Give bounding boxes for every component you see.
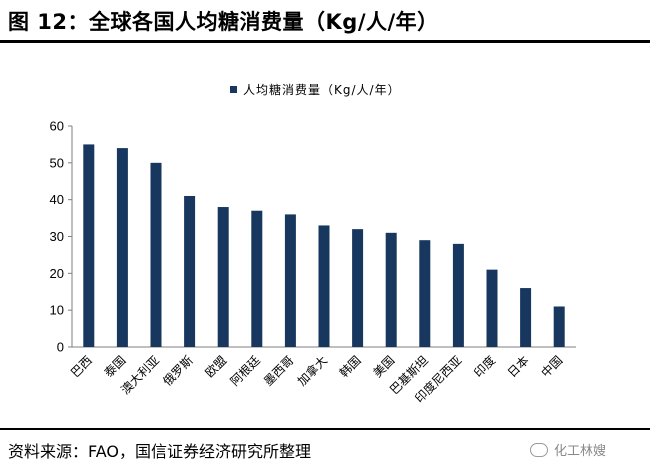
x-category-label: 印度	[471, 353, 499, 381]
legend-label: 人均糖消费量（Kg/人/年）	[243, 82, 401, 97]
x-category-label: 韩国	[336, 353, 364, 381]
y-tick-label: 30	[50, 229, 64, 244]
chart-legend: 人均糖消费量（Kg/人/年）	[230, 82, 401, 97]
bar	[318, 225, 330, 347]
bar	[217, 207, 229, 347]
x-category-label: 阿根廷	[228, 353, 263, 388]
x-category-label: 泰国	[102, 353, 129, 380]
bar	[284, 214, 296, 347]
y-tick-labels: 0 10 20 30 40 50 60	[50, 119, 64, 355]
bar	[452, 243, 464, 347]
bar	[116, 148, 128, 347]
x-category-label: 加拿大	[294, 353, 330, 389]
x-category-label: 墨西哥	[261, 353, 296, 388]
bar	[520, 288, 532, 347]
bottom-rule	[0, 428, 650, 430]
x-category-label: 欧盟	[202, 353, 229, 380]
source-note: 资料来源：FAO，国信证券经济研究所整理	[8, 442, 311, 461]
x-category-label: 美国	[370, 353, 397, 380]
y-tick-label: 10	[50, 303, 64, 318]
x-category-label: 中国	[538, 353, 566, 381]
chart-bars	[83, 144, 565, 347]
bar	[486, 269, 498, 347]
y-tick-label: 60	[50, 119, 64, 134]
y-tick-label: 20	[50, 266, 64, 281]
bar	[385, 232, 397, 347]
bar	[251, 210, 263, 347]
legend-swatch	[230, 86, 237, 93]
watermark: 化工林嫂	[530, 440, 606, 459]
bar	[553, 306, 565, 347]
y-tick-label: 50	[50, 155, 64, 170]
bar	[419, 240, 431, 347]
bar	[184, 195, 196, 347]
bar	[150, 162, 162, 347]
y-tick-label: 0	[57, 340, 64, 355]
x-category-label: 俄罗斯	[160, 353, 195, 388]
x-category-labels: 巴西 泰国澳大利亚俄罗斯 欧盟阿根廷墨西哥加拿大 韩国 美国巴基斯坦印度尼西亚 印度 日本中…	[68, 353, 565, 406]
figure-title: 图 12：全球各国人均糖消费量（Kg/人/年）	[8, 10, 439, 34]
bar	[83, 144, 95, 347]
y-tick-label: 40	[50, 192, 64, 207]
wechat-icon	[530, 443, 548, 457]
top-rule	[0, 40, 650, 43]
watermark-text: 化工林嫂	[554, 444, 607, 459]
x-category-label: 日本	[505, 353, 532, 380]
x-category-label: 巴西	[68, 353, 95, 380]
bar	[352, 229, 364, 347]
